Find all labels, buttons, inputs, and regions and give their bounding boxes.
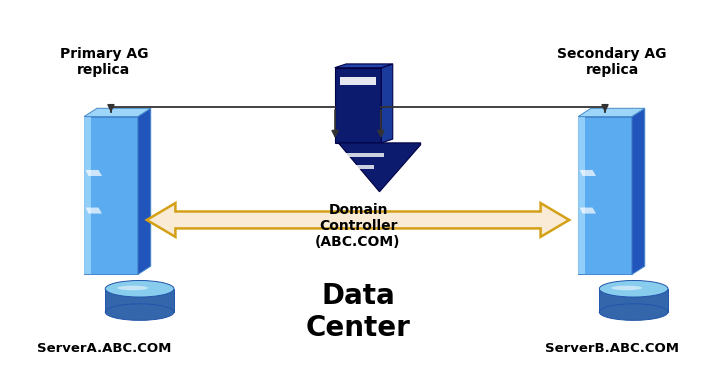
Text: Secondary AG
replica: Secondary AG replica [558, 47, 667, 77]
Ellipse shape [117, 286, 148, 290]
Polygon shape [86, 208, 102, 214]
Polygon shape [340, 77, 377, 85]
Polygon shape [381, 64, 392, 143]
Ellipse shape [599, 304, 668, 320]
Ellipse shape [105, 280, 174, 297]
Polygon shape [84, 117, 138, 274]
Polygon shape [339, 143, 421, 192]
Polygon shape [579, 117, 586, 274]
Polygon shape [147, 203, 569, 237]
Polygon shape [335, 68, 381, 143]
Polygon shape [339, 153, 384, 157]
Polygon shape [138, 108, 150, 274]
Text: Domain
Controller
(ABC.COM): Domain Controller (ABC.COM) [315, 203, 401, 249]
Text: ServerB.ABC.COM: ServerB.ABC.COM [545, 342, 679, 355]
Polygon shape [347, 165, 374, 169]
Polygon shape [86, 170, 102, 176]
Polygon shape [580, 170, 596, 176]
Polygon shape [105, 289, 174, 312]
Polygon shape [579, 117, 632, 274]
Polygon shape [579, 108, 644, 117]
Polygon shape [580, 208, 596, 214]
Ellipse shape [611, 286, 642, 290]
Polygon shape [84, 117, 92, 274]
Ellipse shape [105, 304, 174, 320]
Polygon shape [335, 64, 392, 68]
Polygon shape [599, 289, 668, 312]
Text: Data
Center: Data Center [306, 282, 410, 342]
Polygon shape [84, 108, 150, 117]
Text: Primary AG
replica: Primary AG replica [59, 47, 148, 77]
Polygon shape [632, 108, 644, 274]
Text: ServerA.ABC.COM: ServerA.ABC.COM [37, 342, 171, 355]
Ellipse shape [599, 280, 668, 297]
